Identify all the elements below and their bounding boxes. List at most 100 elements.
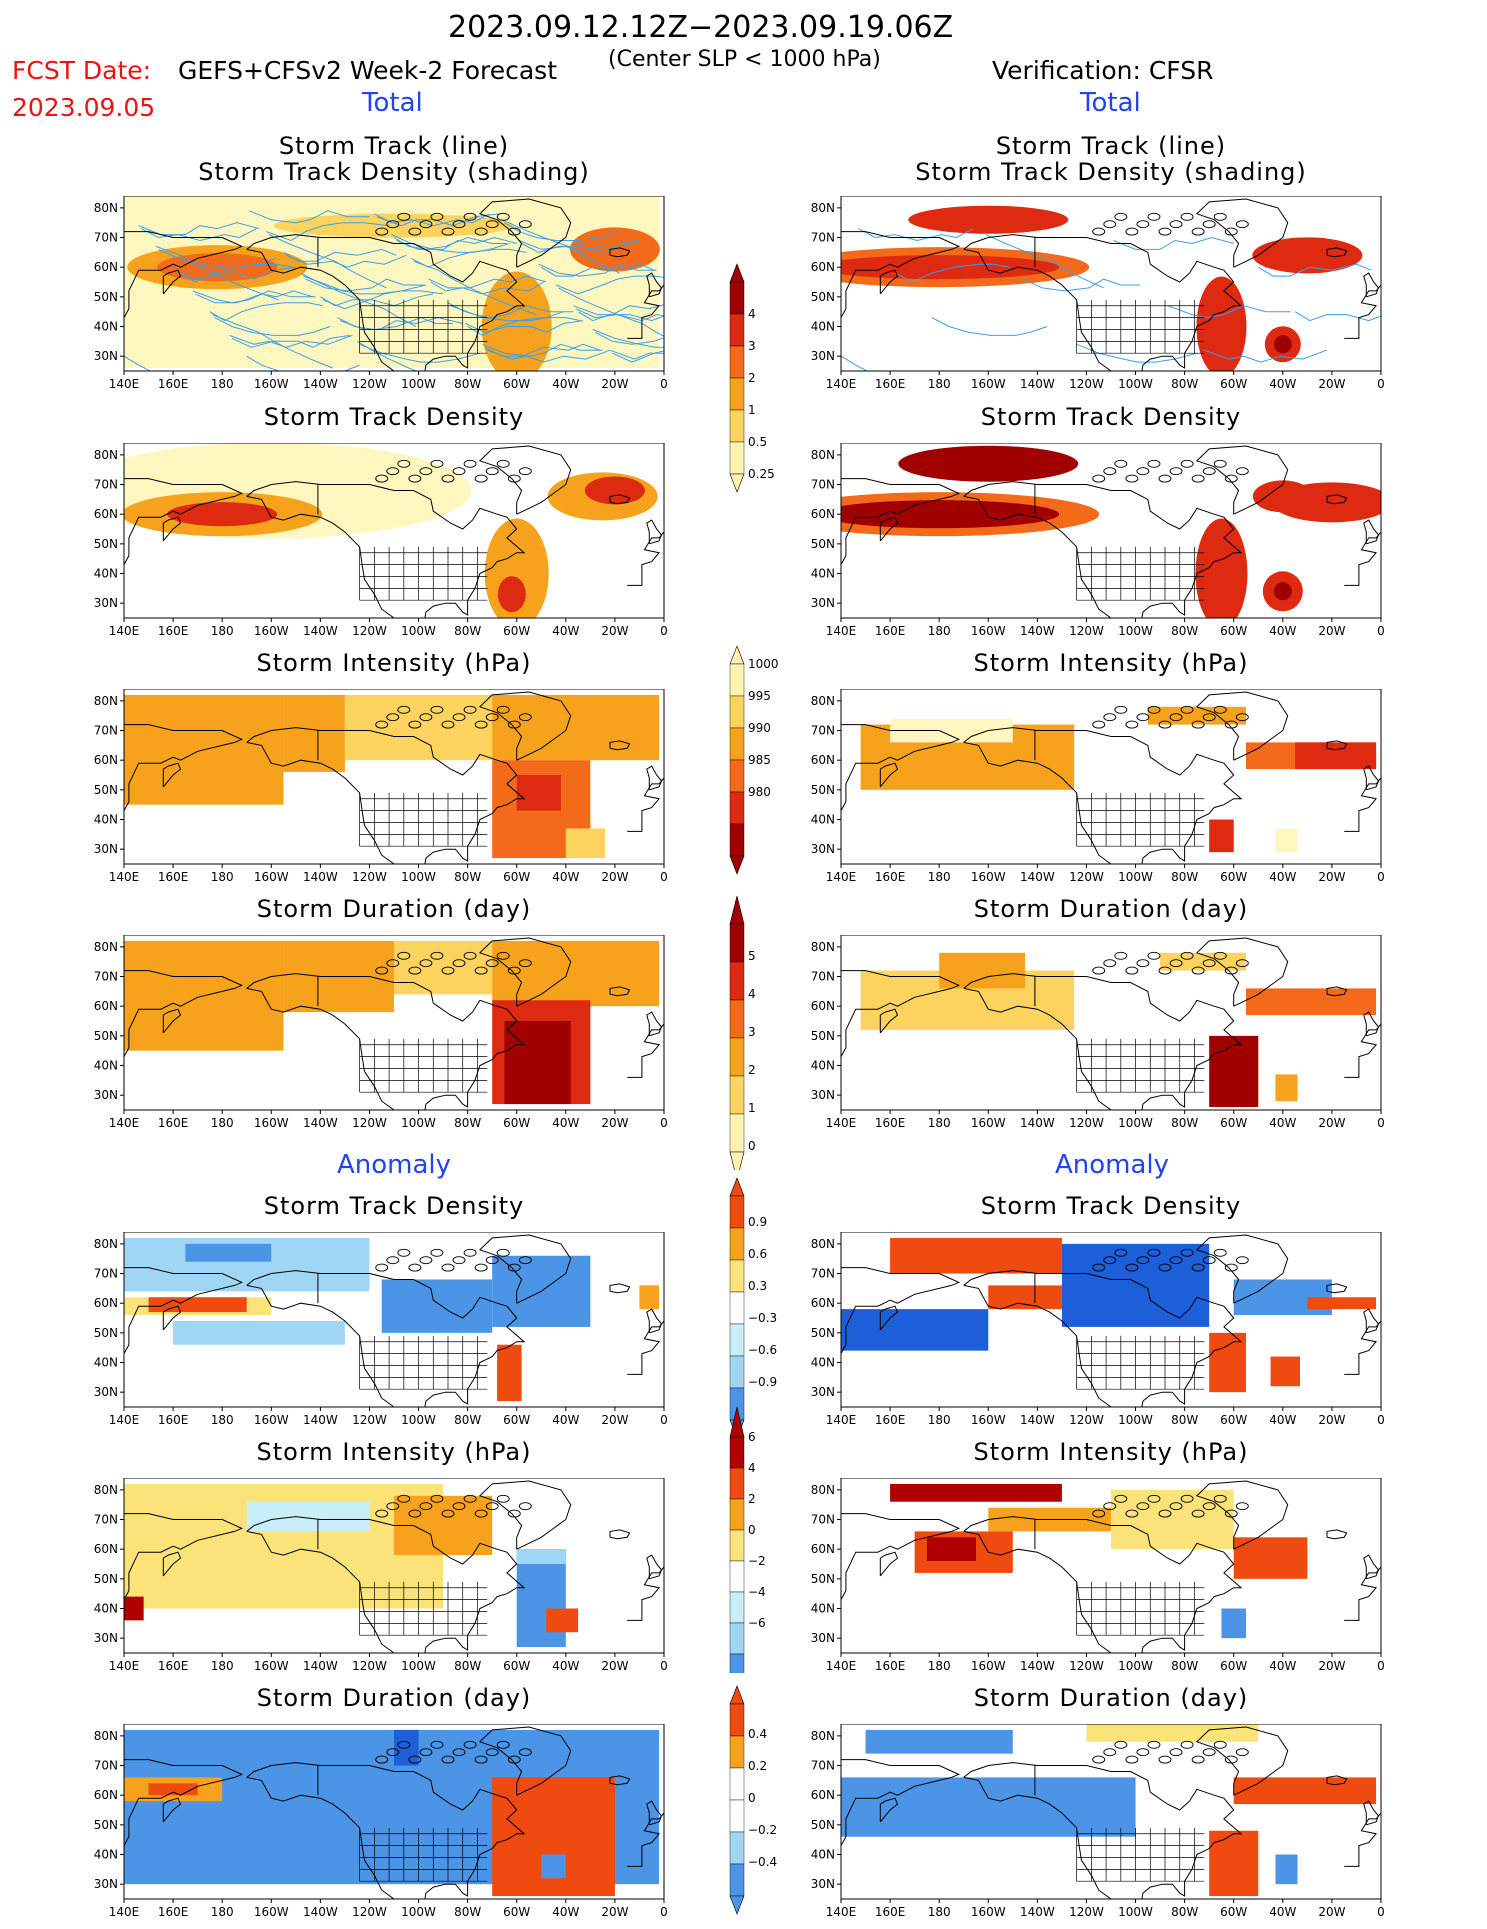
lat-tick-label: 30N: [94, 842, 118, 856]
lon-tick-label: 40W: [1269, 1659, 1296, 1673]
lat-tick-label: 50N: [94, 537, 118, 551]
colorbar-swatch: [729, 441, 745, 475]
lon-tick-label: 80W: [1171, 1905, 1198, 1919]
lon-tick-label: 20W: [1318, 624, 1345, 638]
panel-title-anom-density-right: Storm Track Density: [980, 1192, 1242, 1220]
lon-tick-label: 140W: [303, 624, 338, 638]
lat-tick-label: 60N: [811, 1542, 835, 1556]
lon-tick-label: 100W: [1118, 1905, 1153, 1919]
lat-tick-label: 70N: [811, 478, 835, 492]
lon-tick-label: 180: [928, 1659, 951, 1673]
lon-tick-label: 40W: [552, 1905, 579, 1919]
colorbar-swatch: [729, 1560, 745, 1593]
lat-tick-label: 70N: [94, 231, 118, 245]
lat-tick-label: 60N: [811, 507, 835, 521]
colorbar-label: 3: [748, 1025, 756, 1039]
lon-tick-label: 180: [928, 1905, 951, 1919]
map-anom-intensity-forecast: 140E 160E 180 160W 140W 120W 100W 80W 60W 40W 20W 0…: [94, 1478, 668, 1673]
colorbar-density: 4 3 2 1 0.5 0.25: [729, 263, 775, 493]
lat-tick-label: 40N: [811, 813, 835, 827]
lat-tick-label: 70N: [94, 1759, 118, 1773]
lon-tick-label: 0: [1377, 377, 1385, 391]
panel-title-density-right: Storm Track Density: [980, 403, 1242, 431]
lon-tick-label: 140E: [109, 870, 140, 884]
lon-tick-label: 20W: [601, 870, 628, 884]
lon-tick-label: 40W: [552, 1116, 579, 1130]
lon-tick-label: 180: [928, 1413, 951, 1427]
lon-tick-label: 100W: [401, 870, 436, 884]
lon-tick-label: 160W: [254, 1659, 289, 1673]
forecast-title: GEFS+CFSv2 Week-2 Forecast: [178, 56, 557, 85]
date-range-title: 2023.09.12.12Z−2023.09.19.06Z: [448, 10, 954, 45]
lon-tick-label: 60W: [503, 1413, 530, 1427]
verification-label: Verification: CFSR: [992, 56, 1214, 85]
panel-title-duration-right: Storm Duration (day): [973, 895, 1249, 923]
lat-tick-label: 30N: [811, 1631, 835, 1645]
lon-tick-label: 40W: [552, 1413, 579, 1427]
lon-tick-label: 180: [211, 1413, 234, 1427]
lon-tick-label: 140W: [1020, 377, 1055, 391]
lon-tick-label: 140W: [1020, 1413, 1055, 1427]
lon-tick-label: 60W: [1220, 1659, 1247, 1673]
lon-tick-label: 100W: [401, 624, 436, 638]
colorbar-swatch: [729, 1831, 745, 1865]
lon-tick-label: 160E: [875, 624, 906, 638]
lon-tick-label: 100W: [1118, 870, 1153, 884]
lon-tick-label: 140W: [1020, 1116, 1055, 1130]
lon-tick-label: 160W: [254, 1116, 289, 1130]
colorbar-label: 5: [748, 949, 756, 963]
colorbar-label: 0.9: [748, 1215, 767, 1229]
lon-tick-label: 100W: [401, 377, 436, 391]
lon-tick-label: 20W: [1318, 1659, 1345, 1673]
lat-tick-label: 60N: [94, 1296, 118, 1310]
panel-title-anom-density-left: Storm Track Density: [263, 1192, 525, 1220]
map-duration-forecast: 140E 160E 180 160W 140W 120W 100W 80W 60W 40W 20W 0…: [94, 935, 668, 1130]
lat-tick-label: 70N: [811, 231, 835, 245]
lon-tick-label: 80W: [454, 870, 481, 884]
lat-tick-label: 60N: [811, 753, 835, 767]
lat-tick-label: 60N: [94, 507, 118, 521]
lon-tick-label: 60W: [1220, 377, 1247, 391]
colorbar-label: −0.4: [748, 1855, 777, 1869]
lat-tick-label: 30N: [811, 349, 835, 363]
colorbar-label: 2: [748, 1063, 756, 1077]
lon-tick-label: 100W: [1118, 1413, 1153, 1427]
colorbar-swatch: [729, 1436, 745, 1469]
map-anom-density-verification: 140E 160E 180 160W 140W 120W 100W 80W 60W 40W 20W 0…: [811, 1232, 1385, 1427]
lat-tick-label: 40N: [94, 1848, 118, 1862]
lon-tick-label: 120W: [352, 1413, 387, 1427]
panel-title-anom-intensity-right: Storm Intensity (hPa): [973, 1438, 1249, 1466]
lon-tick-label: 160E: [875, 1659, 906, 1673]
lat-tick-label: 70N: [811, 970, 835, 984]
lon-tick-label: 140E: [826, 377, 857, 391]
lon-tick-label: 60W: [1220, 1905, 1247, 1919]
colorbar-swatch: [729, 1355, 745, 1389]
lon-tick-label: 0: [660, 1905, 668, 1919]
lon-tick-label: 140W: [303, 1659, 338, 1673]
lon-tick-label: 160E: [875, 1116, 906, 1130]
lon-tick-label: 180: [211, 1905, 234, 1919]
colorbar-swatch: [729, 1735, 745, 1769]
fcst-label: FCST Date:: [12, 56, 152, 85]
lat-tick-label: 30N: [811, 1088, 835, 1102]
colorbar-label: 0: [748, 1139, 756, 1153]
map-intensity-forecast: 140E 160E 180 160W 140W 120W 100W 80W 60W 40W 20W 0…: [94, 689, 668, 884]
lat-tick-label: 60N: [811, 1296, 835, 1310]
lon-tick-label: 140E: [109, 1413, 140, 1427]
lat-tick-label: 50N: [811, 290, 835, 304]
colorbar-swatch: [729, 409, 745, 443]
lon-tick-label: 160W: [971, 1905, 1006, 1919]
map-track-density-verification: 140E 160E 180 160W 140W 120W 100W 80W 60W 40W 20W 0…: [811, 443, 1385, 638]
lon-tick-label: 180: [928, 377, 951, 391]
lon-tick-label: 80W: [1171, 1116, 1198, 1130]
colorbar-swatch: [729, 1529, 745, 1562]
colorbar-label: 980: [748, 785, 771, 799]
colorbar-label: 3: [748, 339, 756, 353]
lat-tick-label: 50N: [811, 1029, 835, 1043]
colorbar-swatch: [729, 791, 745, 825]
lon-tick-label: 160E: [875, 377, 906, 391]
lat-tick-label: 40N: [94, 320, 118, 334]
colorbar-label: 0.3: [748, 1279, 767, 1293]
lon-tick-label: 20W: [601, 1116, 628, 1130]
lat-tick-label: 80N: [811, 201, 835, 215]
